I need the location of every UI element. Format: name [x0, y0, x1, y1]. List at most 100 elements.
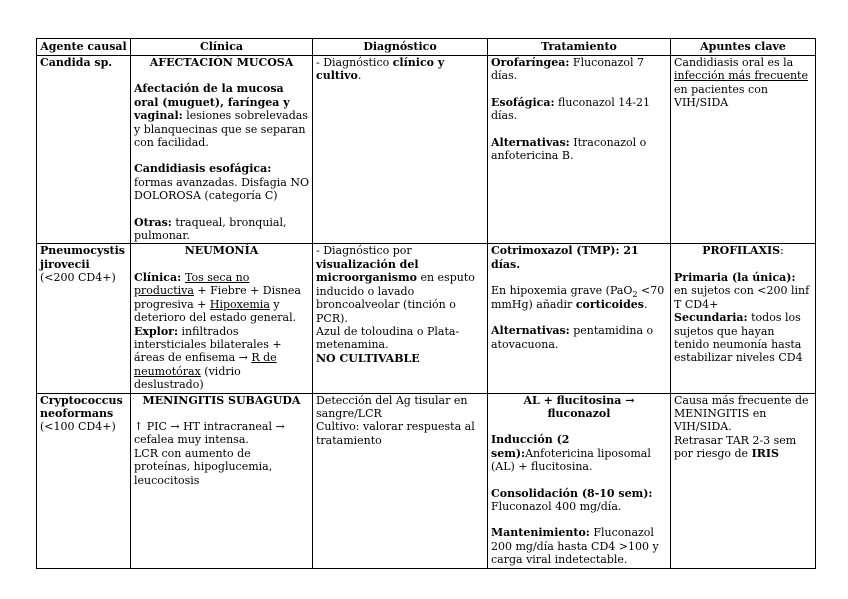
paragraph: AL + flucitosina → fluconazol	[491, 394, 667, 420]
paragraph	[134, 203, 309, 216]
paragraph	[134, 69, 309, 82]
text-segment: Mantenimiento:	[491, 526, 590, 540]
text-segment: visualización del microorganismo	[316, 257, 419, 285]
text-segment: Clínica:	[134, 270, 186, 284]
table-cell: - Diagnóstico por visualización del micr…	[312, 243, 488, 394]
text-segment: - Diagnóstico	[316, 56, 393, 69]
paragraph: Consolidación (8-10 sem): Fluconazol 400…	[491, 487, 667, 514]
paragraph: Explor: infiltrados intersticiales bilat…	[134, 325, 309, 392]
text-segment: Pneumocystis jirovecii	[40, 244, 125, 271]
table-cell: - Diagnóstico clínico y cultivo.	[312, 54, 488, 245]
text-segment: Anfotericina liposomal (AL) + flucitosin…	[491, 446, 651, 474]
text-segment: Causa más frecuente de MENINGITIS en VIH…	[674, 393, 809, 434]
table-cell: Cotrimoxazol (TMP): 21 días. En hipoxemia…	[487, 243, 671, 394]
text-segment: en pacientes con VIH/SIDA	[674, 82, 768, 110]
table-row: Candida sp. AFECTACIÓN MUCOSA Afectación d…	[36, 54, 816, 245]
table-row: Pneumocystis jirovecii (<200 CD4+) NEUMONÍ…	[36, 243, 816, 394]
text-segment: :	[780, 244, 784, 258]
text-segment: Explor:	[134, 324, 179, 338]
paragraph	[491, 271, 667, 284]
table-cell: PROFILAXIS: Primaria (la única): en sujet…	[670, 243, 816, 394]
paragraph	[134, 149, 309, 162]
paragraph: En hipoxemia grave (PaO2 <70 mmHg) añadi…	[491, 284, 667, 311]
table-cell: Pneumocystis jirovecii (<200 CD4+)	[36, 243, 131, 394]
text-segment: .	[644, 297, 648, 311]
text-segment: Afectación de la mucosa oral (muguet), f…	[134, 82, 290, 123]
paragraph: (<200 CD4+)	[40, 271, 127, 284]
text-segment: - Diagnóstico por	[316, 244, 412, 258]
text-segment: Retrasar TAR 2-3 sem por riesgo de	[674, 433, 797, 461]
text-segment: En hipoxemia grave (PaO	[491, 284, 633, 298]
text-segment: Tos seca no productiva	[134, 270, 250, 298]
header-cell: Diagnóstico	[312, 38, 488, 56]
paragraph: Candida sp.	[40, 57, 127, 70]
paragraph: NO CULTIVABLE	[316, 352, 484, 365]
paragraph: Cryptococcus neoformans	[40, 393, 127, 420]
text-segment: en sujetos con <200 linf T CD4+	[674, 284, 810, 311]
text-segment: 2	[632, 290, 638, 300]
text-segment: Cryptococcus neoformans	[40, 393, 123, 420]
text-segment: fluconazol 14-21 días.	[491, 95, 651, 123]
text-segment: R de neumotórax	[134, 351, 277, 378]
paragraph: Azul de toloudina o Plata-metenamina.	[316, 325, 484, 352]
text-segment: MENINGITIS SUBAGUDA	[142, 393, 301, 407]
paragraph: ↑ PIC → HT intracraneal → cefalea muy in…	[134, 420, 309, 447]
text-segment: + Fiebre + Disnea progresiva +	[134, 284, 301, 311]
text-segment: Detección del Ag tisular en sangre/LCR	[316, 393, 468, 420]
paragraph: NEUMONÍA	[134, 244, 309, 258]
clinical-table: Agente causal Clínica Diagnóstico Tratamien…	[36, 38, 816, 569]
text-segment: Consolidación (8-10 sem):	[491, 486, 653, 500]
table-cell: Orofaríngea: Fluconazol 7 días. Esofágica…	[487, 54, 671, 245]
table-cell: Cryptococcus neoformans (<100 CD4+)	[36, 392, 131, 569]
text-segment: AFECTACIÓN MUCOSA	[149, 56, 294, 69]
paragraph: Alternativas: pentamidina o atovacuona.	[491, 324, 667, 351]
paragraph: Afectación de la mucosa oral (muguet), f…	[134, 82, 309, 149]
text-segment: lesiones sobrelevadas y blanquecinas que…	[134, 109, 308, 150]
text-segment: Alternativas:	[491, 324, 570, 338]
text-segment: formas avanzadas. Disfagia NO DOLOROSA (…	[134, 175, 309, 203]
text-segment: Primaria (la única):	[674, 270, 796, 284]
text-segment: PROFILAXIS	[702, 244, 781, 258]
text-segment: corticoides	[575, 297, 644, 311]
paragraph: Cotrimoxazol (TMP): 21 días.	[491, 244, 667, 271]
text-segment: Hipoxemia	[209, 297, 270, 311]
text-segment: <70 mmHg) añadir	[491, 284, 665, 311]
table-cell: AFECTACIÓN MUCOSA Afectación de la mucosa…	[130, 54, 313, 245]
paragraph: PROFILAXIS:	[674, 244, 812, 258]
text-segment: todos los sujetos que hayan tenido neumo…	[674, 311, 803, 365]
paragraph: Causa más frecuente de MENINGITIS en VIH…	[674, 394, 812, 434]
text-segment: y deterioro del estado general.	[134, 297, 297, 325]
text-segment: infiltrados intersticiales bilaterales +…	[134, 324, 282, 365]
paragraph	[491, 311, 667, 324]
text-segment: IRIS	[751, 447, 779, 461]
paragraph	[491, 83, 667, 96]
paragraph	[134, 407, 309, 420]
header-cell: Agente causal	[36, 38, 131, 56]
text-segment: Secundaria:	[674, 311, 748, 325]
table-cell: Candidiasis oral es la infección más fre…	[670, 54, 816, 245]
paragraph: (<100 CD4+)	[40, 420, 127, 433]
text-segment: Alternativas:	[491, 135, 570, 149]
text-segment: Fluconazol 7 días.	[491, 56, 645, 83]
text-segment: Cotrimoxazol (TMP): 21 días.	[491, 244, 639, 271]
text-segment: Orofaríngea:	[491, 56, 570, 69]
text-segment: Candidiasis oral es la	[674, 56, 794, 69]
paragraph: - Diagnóstico por visualización del micr…	[316, 244, 484, 325]
text-segment: NEUMONÍA	[184, 244, 259, 258]
text-segment: Itraconazol o anfotericina B.	[491, 135, 647, 163]
paragraph: Alternativas: Itraconazol o anfotericina…	[491, 136, 667, 163]
text-segment: (vidrio deslustrado)	[134, 364, 241, 392]
paragraph: MENINGITIS SUBAGUDA	[134, 394, 309, 407]
table-header-row: Agente causal Clínica Diagnóstico Tratamien…	[36, 38, 816, 56]
paragraph: Cultivo: valorar respuesta al tratamient…	[316, 420, 484, 447]
text-segment: Inducción (2 sem):	[491, 433, 570, 460]
paragraph: Orofaríngea: Fluconazol 7 días.	[491, 56, 667, 83]
text-segment: Candidiasis esofágica:	[134, 162, 272, 176]
paragraph	[134, 258, 309, 271]
text-segment: clínico y cultivo	[316, 56, 445, 83]
paragraph: Clínica: Tos seca no productiva + Fiebre…	[134, 271, 309, 325]
text-segment: NO CULTIVABLE	[316, 351, 420, 365]
paragraph	[674, 258, 812, 271]
table-cell: MENINGITIS SUBAGUDA ↑ PIC → HT intracrane…	[130, 392, 313, 569]
table-cell: AL + flucitosina → fluconazol Inducción (…	[487, 392, 671, 569]
